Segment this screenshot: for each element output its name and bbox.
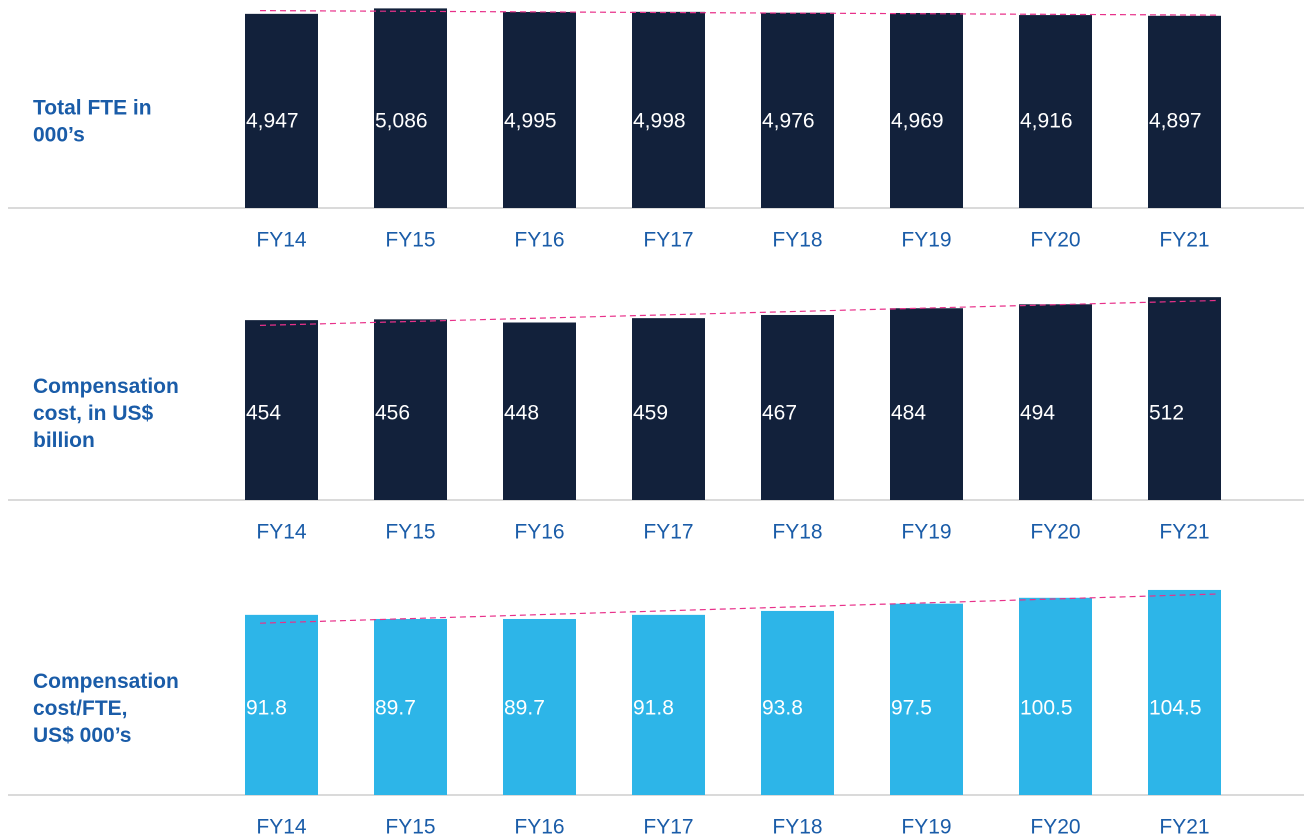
x-tick-label: FY20 [1030, 229, 1080, 252]
value-label: 91.8 [246, 697, 287, 720]
value-label: 4,897 [1149, 110, 1202, 133]
x-tick-label: FY21 [1159, 816, 1209, 839]
x-tick-label: FY14 [256, 816, 307, 839]
panel-title-line: billion [33, 429, 95, 452]
x-tick-label: FY16 [514, 521, 564, 544]
x-tick-label: FY18 [772, 521, 822, 544]
value-label: 5,086 [375, 110, 428, 133]
panel-title-line: Compensation [33, 670, 179, 693]
x-tick-label: FY18 [772, 816, 822, 839]
bar [374, 8, 447, 208]
bar [761, 610, 834, 795]
x-tick-label: FY17 [643, 816, 693, 839]
x-tick-label: FY18 [772, 229, 822, 252]
value-label: 467 [762, 402, 797, 425]
panel-title-line: US$ 000’s [33, 724, 131, 747]
bar [632, 318, 705, 500]
value-label: 4,916 [1020, 110, 1073, 133]
panel-title: Compensation cost/FTE, US$ 000’s [33, 670, 179, 747]
x-tick-label: FY21 [1159, 521, 1209, 544]
bar [374, 618, 447, 795]
x-tick-label: FY14 [256, 229, 307, 252]
value-label: 4,976 [762, 110, 815, 133]
x-tick-label: FY19 [901, 229, 951, 252]
value-label: 104.5 [1149, 697, 1202, 720]
value-label: 448 [504, 402, 539, 425]
value-label: 494 [1020, 402, 1055, 425]
bar [761, 314, 834, 500]
bar [1019, 597, 1092, 795]
value-label: 456 [375, 402, 410, 425]
bar [1148, 589, 1221, 795]
value-label: 89.7 [375, 697, 416, 720]
panel-title-line: 000’s [33, 123, 85, 146]
bar [632, 614, 705, 795]
x-tick-label: FY17 [643, 521, 693, 544]
bar [374, 319, 447, 500]
x-tick-label: FY20 [1030, 816, 1080, 839]
value-label: 484 [891, 402, 926, 425]
x-tick-label: FY15 [385, 521, 435, 544]
bar [1148, 15, 1221, 208]
panel-title: Compensation cost, in US$ billion [33, 375, 179, 452]
panel-title-line: Compensation [33, 375, 179, 398]
x-tick-label: FY15 [385, 816, 435, 839]
bar [245, 13, 318, 208]
value-label: 4,969 [891, 110, 944, 133]
x-tick-label: FY15 [385, 229, 435, 252]
panel-title-line: cost/FTE, [33, 697, 128, 720]
panel-title-line: cost, in US$ [33, 402, 154, 425]
bar [890, 12, 963, 208]
value-label: 89.7 [504, 697, 545, 720]
bar [761, 12, 834, 209]
x-tick-label: FY16 [514, 816, 564, 839]
value-label: 4,947 [246, 110, 299, 133]
value-label: 459 [633, 402, 668, 425]
bar [1019, 304, 1092, 500]
value-label: 93.8 [762, 697, 803, 720]
value-label: 512 [1149, 402, 1184, 425]
value-label: 4,998 [633, 110, 686, 133]
x-tick-label: FY16 [514, 229, 564, 252]
bar [890, 603, 963, 795]
bar [890, 308, 963, 500]
value-label: 454 [246, 402, 281, 425]
bar [1019, 15, 1092, 208]
x-tick-label: FY17 [643, 229, 693, 252]
x-tick-label: FY14 [256, 521, 307, 544]
panel-title: Total FTE in 000’s [33, 96, 152, 146]
x-tick-label: FY21 [1159, 229, 1209, 252]
bar [632, 11, 705, 208]
value-label: 91.8 [633, 697, 674, 720]
value-label: 4,995 [504, 110, 557, 133]
value-label: 100.5 [1020, 697, 1073, 720]
bar [1148, 297, 1221, 500]
x-tick-label: FY19 [901, 816, 951, 839]
x-tick-label: FY20 [1030, 521, 1080, 544]
bar [503, 11, 576, 208]
panel-title-line: Total FTE in [33, 96, 152, 119]
value-label: 97.5 [891, 697, 932, 720]
bar [503, 618, 576, 795]
bar [245, 614, 318, 795]
bar [503, 322, 576, 500]
bar [245, 320, 318, 500]
x-tick-label: FY19 [901, 521, 951, 544]
